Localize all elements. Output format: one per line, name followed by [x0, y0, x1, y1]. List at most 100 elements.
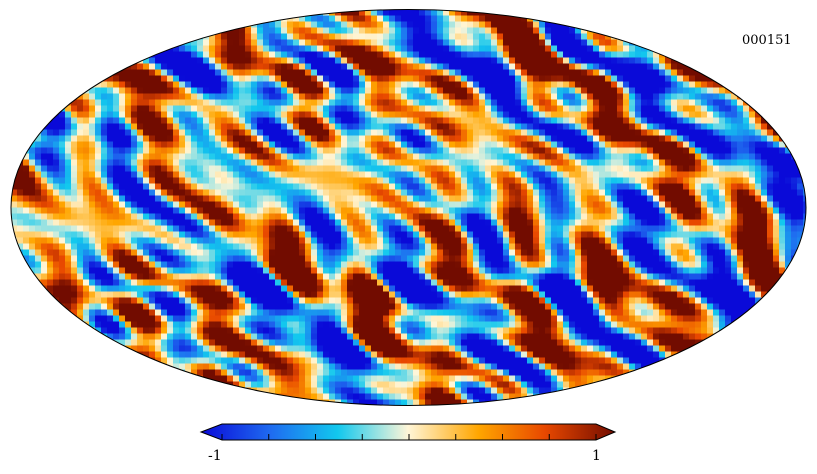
map-pixel — [593, 135, 600, 143]
map-pixel — [719, 99, 726, 107]
map-pixel — [287, 147, 294, 155]
map-pixel — [59, 153, 66, 161]
map-pixel — [173, 165, 180, 173]
map-pixel — [713, 87, 720, 95]
map-pixel — [311, 69, 318, 77]
map-pixel — [791, 261, 798, 269]
map-pixel — [161, 117, 168, 125]
map-pixel — [587, 261, 594, 269]
map-pixel — [611, 141, 618, 149]
map-pixel — [515, 147, 522, 155]
map-pixel — [401, 225, 408, 233]
map-pixel — [521, 111, 528, 119]
map-pixel — [143, 159, 150, 167]
map-pixel — [527, 57, 534, 65]
map-pixel — [413, 201, 420, 209]
map-pixel — [611, 105, 618, 113]
map-pixel — [77, 189, 84, 197]
map-pixel — [431, 249, 438, 257]
map-pixel — [407, 207, 414, 215]
map-pixel — [89, 183, 96, 191]
map-pixel — [437, 9, 444, 17]
map-pixel — [125, 267, 132, 275]
map-pixel — [395, 225, 402, 233]
map-pixel — [365, 63, 372, 71]
map-pixel — [251, 219, 258, 227]
map-pixel — [371, 27, 378, 35]
map-pixel — [323, 87, 330, 95]
map-pixel — [347, 177, 354, 185]
map-pixel — [281, 33, 288, 41]
map-pixel — [287, 189, 294, 197]
map-pixel — [317, 225, 324, 233]
map-pixel — [479, 111, 486, 119]
map-pixel — [383, 123, 390, 131]
map-pixel — [83, 183, 90, 191]
map-pixel — [185, 261, 192, 269]
map-pixel — [353, 243, 360, 251]
map-pixel — [227, 33, 234, 41]
map-pixel — [611, 255, 618, 263]
map-pixel — [491, 261, 498, 269]
map-pixel — [425, 159, 432, 167]
map-pixel — [251, 51, 258, 59]
map-pixel — [17, 189, 24, 197]
map-pixel — [773, 243, 780, 251]
map-pixel — [215, 63, 222, 71]
map-pixel — [713, 231, 720, 239]
map-pixel — [659, 237, 666, 245]
map-pixel — [395, 255, 402, 263]
map-pixel — [203, 51, 210, 59]
map-pixel — [707, 195, 714, 203]
map-pixel — [797, 219, 804, 227]
map-pixel — [203, 93, 210, 101]
map-pixel — [347, 81, 354, 89]
map-pixel — [629, 117, 636, 125]
map-pixel — [419, 57, 426, 65]
map-pixel — [629, 231, 636, 239]
map-pixel — [329, 135, 336, 143]
map-pixel — [143, 93, 150, 101]
map-pixel — [641, 99, 648, 107]
map-pixel — [287, 63, 294, 71]
map-pixel — [683, 87, 690, 95]
map-pixel — [701, 171, 708, 179]
map-pixel — [581, 81, 588, 89]
map-pixel — [497, 225, 504, 233]
map-pixel — [611, 153, 618, 161]
map-pixel — [461, 207, 468, 215]
map-pixel — [299, 255, 306, 263]
map-pixel — [41, 249, 48, 257]
map-pixel — [263, 21, 270, 29]
map-pixel — [593, 99, 600, 107]
map-pixel — [335, 69, 342, 77]
map-pixel — [755, 255, 762, 263]
map-pixel — [257, 69, 264, 77]
map-pixel — [329, 165, 336, 173]
map-pixel — [533, 249, 540, 257]
map-pixel — [731, 87, 738, 95]
map-pixel — [617, 123, 624, 131]
map-pixel — [593, 141, 600, 149]
map-pixel — [281, 129, 288, 137]
map-pixel — [113, 255, 120, 263]
map-pixel — [713, 189, 720, 197]
map-pixel — [215, 99, 222, 107]
map-pixel — [551, 69, 558, 77]
map-pixel — [593, 147, 600, 155]
map-pixel — [707, 171, 714, 179]
map-pixel — [347, 75, 354, 83]
map-pixel — [539, 225, 546, 233]
map-pixel — [257, 123, 264, 131]
map-pixel — [155, 129, 162, 137]
map-pixel — [533, 261, 540, 269]
map-pixel — [617, 201, 624, 209]
map-pixel — [521, 57, 528, 65]
map-pixel — [203, 69, 210, 77]
map-pixel — [473, 129, 480, 137]
map-pixel — [305, 183, 312, 191]
map-pixel — [755, 165, 762, 173]
map-pixel — [587, 111, 594, 119]
map-pixel — [191, 39, 198, 47]
map-pixel — [227, 177, 234, 185]
